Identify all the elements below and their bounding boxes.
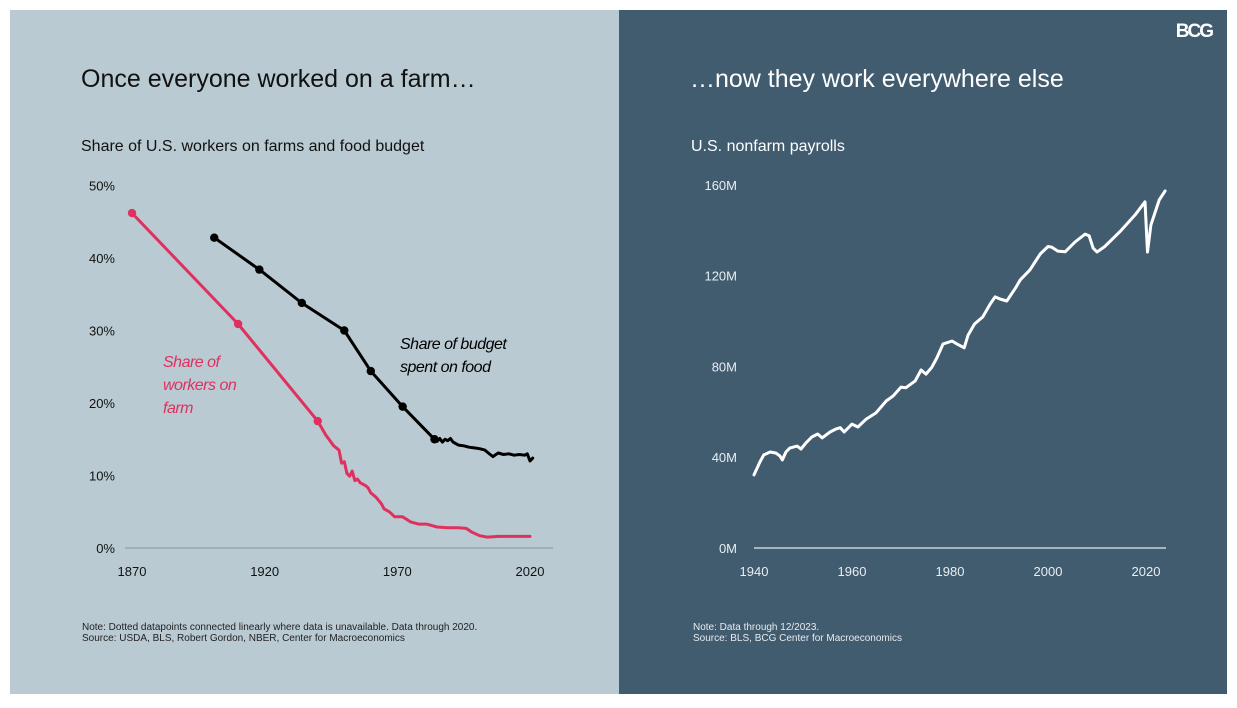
y-tick-label: 0% [96, 541, 115, 556]
y-tick-label: 0M [719, 541, 737, 556]
left-source: Source: USDA, BLS, Robert Gordon, NBER, … [82, 633, 405, 644]
food-budget-line [212, 236, 535, 463]
x-tick-label: 1940 [740, 564, 769, 579]
payrolls-line [752, 189, 1167, 477]
x-tick-label: 2020 [1132, 564, 1161, 579]
food-budget-marker [340, 326, 349, 335]
x-tick-label: 1870 [118, 564, 147, 579]
x-tick-label: 1920 [250, 564, 279, 579]
farm-chart: 0% 10% 20% 30% 40% 50% 1870 1920 1970 2020 Share o… [89, 179, 553, 579]
food-budget-marker [398, 402, 407, 411]
left-footnotes: Note: Dotted datapoints connected linear… [82, 622, 477, 644]
farm-workers-line [130, 211, 532, 539]
y-tick-label: 120M [704, 269, 737, 284]
x-tick-label: 1960 [838, 564, 867, 579]
food-budget-marker [366, 366, 375, 376]
y-tick-label: 80M [712, 359, 737, 374]
farm-workers-marker [313, 416, 322, 426]
food-budget-marker [255, 265, 264, 274]
x-tick-label: 2020 [516, 564, 545, 579]
x-tick-label: 1980 [936, 564, 965, 579]
right-source: Source: BLS, BCG Center for Macroeconomi… [693, 633, 902, 644]
y-tick-label: 30% [89, 324, 115, 339]
food-budget-annotation: spent on food [400, 359, 492, 376]
x-tick-label: 1970 [383, 564, 412, 579]
food-budget-marker [210, 233, 219, 242]
right-note: Note: Data through 12/2023. [693, 622, 820, 633]
y-tick-label: 160M [704, 178, 737, 193]
farm-workers-marker [233, 319, 243, 329]
right-panel: BCG …now they work everywhere else U.S. … [619, 10, 1227, 694]
y-tick-label: 50% [89, 179, 115, 194]
left-panel: Once everyone worked on a farm… Share of… [10, 10, 619, 694]
right-chart-title: U.S. nonfarm payrolls [691, 138, 845, 155]
food-budget-marker [430, 435, 439, 444]
left-title: Once everyone worked on a farm… [81, 65, 476, 93]
food-budget-marker [297, 298, 307, 308]
right-footnotes: Note: Data through 12/2023. Source: BLS,… [693, 622, 902, 644]
farm-workers-marker [127, 208, 137, 218]
left-note: Note: Dotted datapoints connected linear… [82, 622, 478, 633]
x-tick-label: 2000 [1034, 564, 1063, 579]
left-chart-title: Share of U.S. workers on farms and food … [81, 138, 425, 155]
y-tick-label: 40% [89, 251, 115, 266]
farm-workers-annotation: Share of [163, 354, 222, 371]
y-tick-label: 10% [89, 469, 115, 484]
food-budget-annotation: Share of budget [400, 336, 507, 353]
y-tick-label: 40M [712, 450, 737, 465]
y-tick-label: 20% [89, 396, 115, 411]
bcg-logo: BCG [1175, 21, 1214, 42]
farm-workers-annotation: farm [163, 400, 193, 417]
payrolls-chart: 0M 40M 80M 120M 160M 1940 1960 1980 2000 2020 [704, 178, 1167, 579]
farm-workers-annotation: workers on [163, 377, 237, 394]
right-title: …now they work everywhere else [690, 65, 1064, 93]
